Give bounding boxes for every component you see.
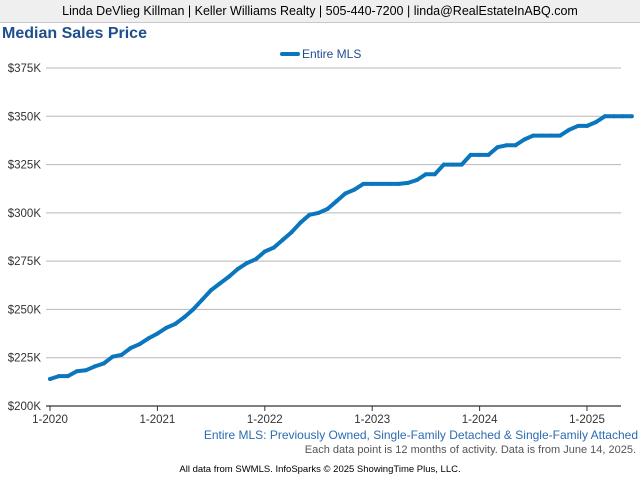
y-axis-labels: $200K $225K $250K $275K $300K $325K $350K $375K (8, 63, 42, 413)
x-tick-label: 1-2025 (569, 414, 605, 426)
data-point (406, 180, 410, 185)
data-point (379, 181, 384, 186)
data-point (74, 369, 79, 374)
data-point (235, 266, 240, 271)
data-point (244, 261, 249, 266)
data-point (361, 181, 366, 186)
data-point (495, 145, 500, 150)
data-point (155, 331, 160, 336)
data-point (602, 114, 607, 119)
data-point (432, 172, 437, 177)
data-point (307, 212, 312, 217)
data-point (423, 172, 428, 177)
series-layer (48, 114, 634, 381)
data-point (200, 297, 205, 302)
data-point (620, 114, 625, 119)
data-point (119, 352, 124, 357)
data-point (173, 321, 178, 326)
data-point (585, 123, 589, 128)
chart-title: Median Sales Price (2, 25, 147, 42)
data-point (468, 152, 473, 157)
x-axis (46, 405, 621, 411)
data-point (209, 288, 214, 293)
data-point (298, 220, 303, 225)
header-bar: Linda DeVlieg Killman | Keller Williams … (0, 0, 640, 23)
grid-lines (46, 67, 621, 359)
data-point (271, 245, 276, 250)
y-tick-label: $325K (8, 160, 42, 172)
data-note: Each data point is 12 months of activity… (304, 444, 636, 456)
x-tick-label: 1-2020 (32, 414, 68, 426)
x-tick-label: 1-2023 (354, 414, 390, 426)
data-point (414, 178, 419, 183)
data-point (56, 374, 61, 379)
chart-subtitle: Entire MLS: Previously Owned, Single-Fam… (203, 428, 638, 442)
data-point (334, 199, 339, 204)
data-point (540, 133, 545, 138)
data-point (629, 114, 634, 119)
data-point (522, 137, 527, 142)
x-tick-label: 1-2024 (462, 414, 498, 426)
data-point (558, 133, 563, 138)
x-tick-label: 1-2021 (139, 414, 175, 426)
data-point (549, 133, 554, 138)
data-point (164, 325, 169, 330)
y-tick-label: $275K (8, 256, 42, 268)
data-point (101, 361, 106, 366)
data-point (450, 162, 455, 167)
legend: Entire MLS (280, 47, 361, 61)
series-line-entire-mls (48, 114, 634, 381)
x-axis-labels: 1-2020 1-2021 1-2022 1-2023 1-2024 1-2025 (32, 414, 605, 426)
data-point (83, 368, 88, 373)
data-point (593, 120, 598, 125)
data-point (218, 281, 223, 286)
data-point (137, 342, 142, 347)
data-point (289, 230, 294, 235)
data-point (325, 206, 330, 211)
data-point (441, 162, 446, 167)
data-point (459, 162, 464, 167)
y-tick-label: $350K (8, 111, 42, 123)
data-point (146, 336, 151, 341)
y-tick-label: $200K (8, 401, 42, 413)
data-point (531, 133, 536, 138)
y-tick-label: $375K (8, 63, 42, 75)
data-point (388, 181, 393, 186)
data-point (48, 376, 52, 381)
data-point (370, 181, 375, 186)
data-point (110, 354, 115, 359)
data-point (352, 187, 357, 192)
data-point (576, 123, 581, 128)
data-point (191, 307, 196, 312)
data-point (65, 374, 70, 379)
data-point (477, 152, 482, 157)
contact-info: Linda DeVlieg Killman | Keller Williams … (62, 4, 578, 18)
data-point (567, 127, 572, 132)
data-point (316, 210, 321, 215)
data-point (397, 181, 402, 186)
footer-credit: All data from SWMLS. InfoSparks © 2025 S… (179, 464, 461, 475)
data-point (253, 257, 258, 262)
data-point (227, 274, 231, 279)
data-point (262, 249, 267, 254)
series-points (48, 114, 634, 381)
data-point (504, 143, 509, 148)
y-tick-label: $300K (8, 208, 42, 220)
data-point (486, 152, 491, 157)
y-tick-label: $250K (8, 304, 42, 316)
data-point (611, 114, 616, 119)
data-point (92, 364, 97, 369)
data-point (343, 191, 348, 196)
data-point (280, 237, 285, 242)
data-point (128, 346, 133, 351)
y-tick-label: $225K (8, 353, 42, 365)
legend-label: Entire MLS (302, 47, 361, 61)
data-point (513, 143, 518, 148)
data-point (182, 315, 187, 320)
x-tick-label: 1-2022 (247, 414, 283, 426)
